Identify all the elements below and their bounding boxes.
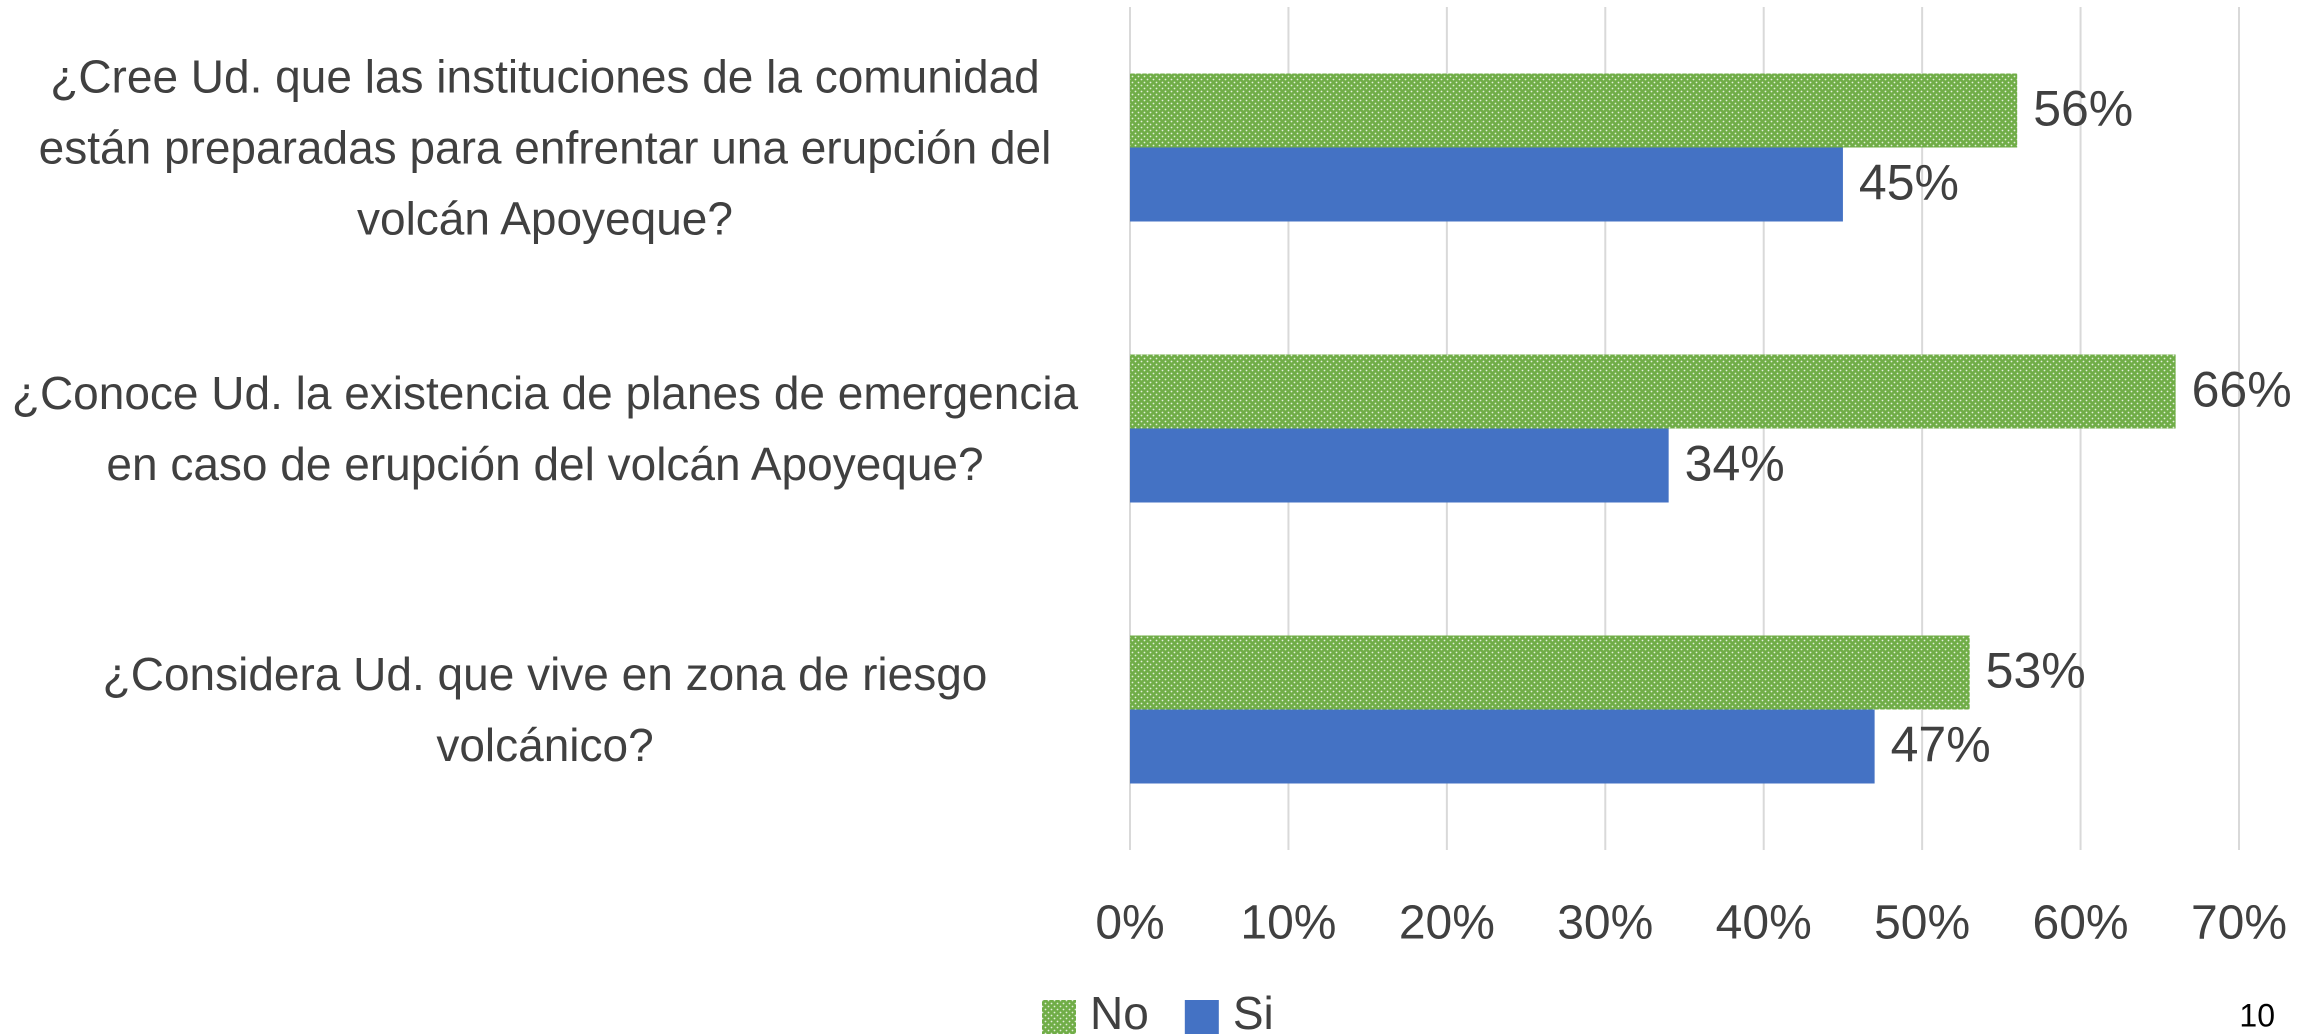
bar xyxy=(1130,147,1843,222)
legend-swatch xyxy=(1042,1000,1076,1034)
x-tick-label: 30% xyxy=(1557,897,1653,950)
bar xyxy=(1130,428,1669,503)
bar xyxy=(1130,709,1875,784)
x-tick-label: 0% xyxy=(1095,897,1164,950)
category-label: ¿Cree Ud. que las instituciones de la co… xyxy=(38,50,1052,244)
value-label: 56% xyxy=(2033,81,2133,137)
value-label: 34% xyxy=(1685,436,1785,492)
category-label: ¿Considera Ud. que vive en zona de riesg… xyxy=(102,647,988,771)
category-label: ¿Conoce Ud. la existencia de planes de e… xyxy=(11,366,1079,490)
value-label: 47% xyxy=(1891,717,1991,773)
bar xyxy=(1130,635,1970,710)
legend-label: No xyxy=(1090,987,1149,1035)
value-label: 53% xyxy=(1986,643,2086,699)
value-label: 66% xyxy=(2192,362,2292,418)
x-tick-label: 40% xyxy=(1716,897,1812,950)
x-tick-label: 50% xyxy=(1874,897,1970,950)
bar xyxy=(1130,354,2176,429)
value-label: 45% xyxy=(1859,155,1959,211)
x-tick-label: 70% xyxy=(2191,897,2287,950)
x-tick-label: 60% xyxy=(2033,897,2129,950)
bar xyxy=(1130,73,2018,148)
legend-swatch xyxy=(1184,1000,1219,1034)
x-tick-label: 20% xyxy=(1399,897,1495,950)
page-number: 10 xyxy=(2239,997,2275,1033)
x-tick-label: 10% xyxy=(1240,897,1336,950)
legend-label: Si xyxy=(1233,987,1274,1035)
